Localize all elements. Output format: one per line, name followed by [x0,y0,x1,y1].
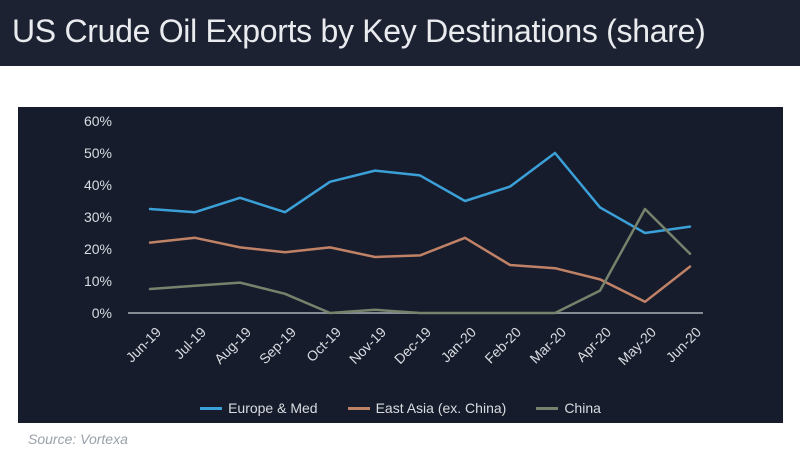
chart-panel: 0% 10% 20% 30% 40% 50% 60% Jun-19 Jul-19 Aug-19 Se… [18,107,783,423]
line-chart: 0% 10% 20% 30% 40% 50% 60% Jun-19 Jul-19 Aug-19 Se… [84,113,705,368]
x-axis-tick-label: Apr-20 [573,324,614,365]
source-note: Source: Vortexa [28,431,128,447]
x-axis-tick-label: Jun-20 [663,324,705,366]
legend-item: China [536,400,601,416]
page-title: US Crude Oil Exports by Key Destinations… [12,13,706,49]
title-bar: US Crude Oil Exports by Key Destinations… [0,0,800,66]
y-axis-tick-label: 0% [92,305,112,321]
x-axis-tick-label: Sep-19 [256,324,299,367]
y-axis-tick-label: 30% [84,209,112,225]
x-axis-tick-label: Nov-19 [346,324,389,367]
x-axis-tick-label: May-20 [615,324,659,368]
x-axis-tick-label: Oct-19 [303,324,344,365]
series-line-east-asia-ex-china [148,236,692,304]
x-axis-tick-label: Dec-19 [391,324,434,367]
legend-marker-icon [536,406,559,410]
legend-label: China [564,400,601,416]
y-axis-tick-label: 60% [84,113,112,129]
y-axis-tick-label: 20% [84,241,112,257]
legend-item: Europe & Med [200,400,318,416]
legend-item: East Asia (ex. China) [347,400,507,416]
series-line-china [148,207,692,315]
x-axis-tick-label: Mar-20 [526,324,569,367]
y-axis-tick-label: 50% [84,145,112,161]
legend-label: East Asia (ex. China) [375,400,507,416]
legend-label: Europe & Med [228,400,318,416]
x-axis-tick-label: Jun-19 [123,324,165,366]
series-line-europe-med [148,151,692,235]
x-axis-tick-label: Aug-19 [211,324,254,367]
legend-marker-icon [200,406,223,410]
y-axis-tick-label: 10% [84,273,112,289]
legend-marker-icon [347,406,370,410]
y-axis-tick-label: 40% [84,177,112,193]
chart-legend: Europe & Med East Asia (ex. China) China [18,400,783,416]
x-axis-tick-label: Jan-20 [438,324,480,366]
x-axis-tick-label: Feb-20 [481,324,524,367]
x-axis-tick-label: Jul-19 [171,324,209,362]
